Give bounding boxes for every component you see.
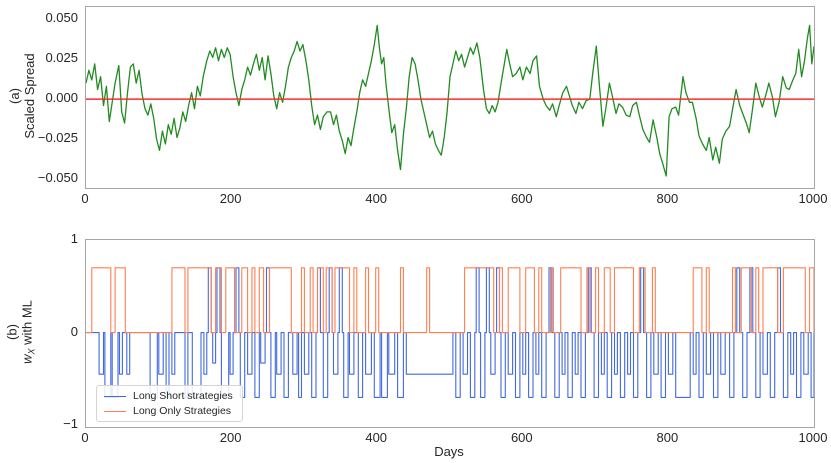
legend-item-long-only: Long Only Strategies	[104, 405, 233, 417]
panel-a-ytick-label: 0.000	[45, 90, 78, 106]
long-short-line-swatch	[104, 395, 126, 397]
long-short-strategies-line	[86, 267, 814, 398]
panel-a-ytick-label: 0.025	[45, 50, 78, 66]
panel-a-plot-area	[85, 6, 815, 189]
panel-b-plot-area: Long Short strategies Long Only Strategi…	[85, 239, 815, 428]
panel-b-ytick-label: 1	[70, 231, 78, 246]
panel-a-xtick-label: 0	[81, 191, 89, 206]
panel-a-xtick-label: 400	[365, 191, 388, 206]
long-only-line-swatch	[104, 410, 126, 412]
panel-b-xtick-label: 0	[81, 430, 89, 445]
panel-b-ytick-label: 0	[70, 323, 78, 339]
long-only-strategies-line	[86, 267, 814, 334]
panel-b-xtick-label: 600	[510, 430, 533, 445]
panel-b-xlabel: Days	[434, 444, 464, 459]
scaled-spread-line	[86, 24, 814, 177]
panel-a-xtick-label: 200	[219, 191, 242, 206]
panel-b-xtick-label: 400	[365, 430, 388, 445]
legend-label-long-only: Long Only Strategies	[133, 405, 232, 417]
panel-a-ytick-label: 0.050	[45, 10, 78, 25]
panel-a-xtick-label: 600	[510, 191, 533, 206]
panel-b-xtick-label: 200	[219, 430, 242, 445]
panel-a-xtick-label: 1000	[798, 191, 828, 206]
panel-b-svg	[86, 267, 814, 398]
panel-b-xtick-label: 1000	[798, 430, 828, 445]
panel-a-ytick-label: −0.025	[37, 130, 78, 146]
panel-b-xtick-label: 800	[656, 430, 679, 445]
panel-a-ytick-label: −0.050	[37, 170, 78, 186]
panel-b-ytick-label: −1	[63, 416, 78, 432]
legend-item-long-short: Long Short strategies	[104, 390, 233, 402]
legend-label-long-short: Long Short strategies	[133, 390, 233, 402]
legend: Long Short strategies Long Only Strategi…	[96, 385, 243, 422]
panel-a-svg	[86, 24, 814, 177]
panel-a-xtick-label: 800	[656, 191, 679, 206]
